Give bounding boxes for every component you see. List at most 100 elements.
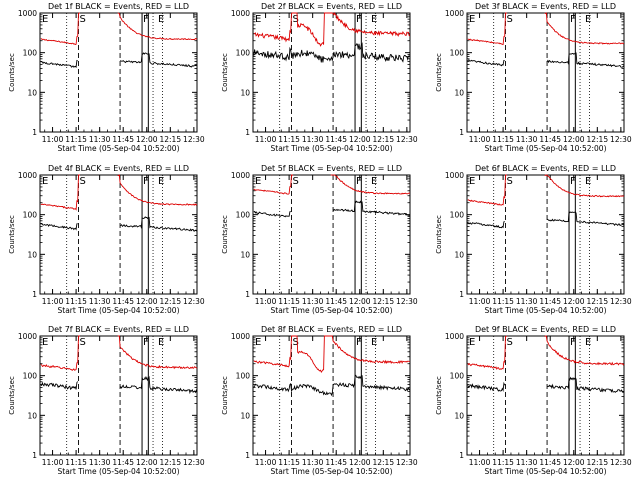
x-tick-label: 11:30: [516, 297, 538, 306]
lld-series-line: [117, 174, 198, 206]
x-tick-label: 12:30: [610, 458, 632, 467]
panel-title: Det 7f BLACK = Events, RED = LLD: [48, 325, 189, 334]
x-tick-label: 12:15: [159, 297, 181, 306]
x-tick-label: 12:00: [349, 297, 371, 306]
plot-frame: [39, 12, 198, 133]
x-tick-label: 11:15: [65, 458, 87, 467]
y-tick-label: 10: [27, 411, 37, 420]
y-tick-label: 1000: [231, 332, 250, 341]
y-tick-label: 100: [236, 372, 251, 381]
lld-series-line: [467, 12, 508, 46]
y-tick-label: 10: [27, 88, 37, 97]
marker-label-s: S: [79, 14, 85, 25]
marker-label-e: E: [371, 176, 377, 187]
y-tick-label: 10: [240, 88, 250, 97]
marker-label-f: F: [570, 337, 576, 348]
x-axis-label: Start Time (05-Sep-04 10:52:00): [58, 467, 180, 476]
x-tick-label: 12:00: [349, 458, 371, 467]
events-series-line: [253, 42, 411, 63]
plot-frame: [252, 12, 411, 133]
marker-label-e: E: [255, 14, 261, 25]
events-series-line: [546, 52, 625, 68]
x-tick-label: 11:00: [469, 297, 491, 306]
marker-label-e: E: [42, 337, 48, 348]
events-series-line: [40, 381, 79, 391]
lld-series-line: [544, 12, 625, 45]
lld-series-line: [40, 174, 81, 211]
x-tick-label: 12:00: [563, 297, 585, 306]
marker-label-e: E: [585, 14, 591, 25]
events-series-line: [253, 374, 411, 397]
marker-label-e: E: [469, 176, 475, 187]
x-tick-label: 11:15: [492, 135, 514, 144]
events-series-line: [467, 381, 506, 392]
y-tick-label: 100: [450, 49, 465, 58]
x-tick-label: 11:00: [469, 135, 491, 144]
y-tick-label: 1000: [18, 171, 37, 180]
marker-label-e: E: [585, 337, 591, 348]
detector-panel: Det 3f BLACK = Events, RED = LLD 1 10 100 10…: [435, 2, 632, 153]
x-tick-label: 11:00: [255, 297, 277, 306]
y-tick-label: 1: [459, 451, 464, 460]
events-series-line: [467, 220, 505, 229]
y-tick-label: 100: [23, 211, 38, 220]
x-tick-label: 11:00: [469, 458, 491, 467]
x-tick-label: 12:15: [586, 135, 608, 144]
marker-label-e: E: [42, 176, 48, 187]
x-tick-label: 11:00: [255, 458, 277, 467]
y-tick-label: 10: [454, 250, 464, 259]
x-tick-label: 11:45: [539, 297, 561, 306]
marker-label-s: S: [79, 337, 85, 348]
detector-panel: Det 5f BLACK = Events, RED = LLD 1 10 100 10…: [221, 164, 418, 315]
x-axis-label: Start Time (05-Sep-04 10:52:00): [485, 144, 607, 153]
x-axis-label: Start Time (05-Sep-04 10:52:00): [58, 144, 180, 153]
marker-label-s: S: [506, 14, 512, 25]
y-tick-label: 1: [245, 451, 250, 460]
marker-label-e: E: [42, 14, 48, 25]
y-tick-label: 100: [236, 211, 251, 220]
detector-panel: Det 1f BLACK = Events, RED = LLD 1 10 100 10…: [8, 2, 205, 153]
x-tick-label: 11:45: [325, 135, 347, 144]
events-series-line: [40, 59, 78, 69]
plot-frame: [39, 174, 198, 295]
panel-title: Det 1f BLACK = Events, RED = LLD: [48, 2, 189, 11]
x-tick-label: 11:45: [539, 458, 561, 467]
x-tick-label: 11:45: [539, 135, 561, 144]
marker-label-s: S: [79, 176, 85, 187]
marker-label-e: E: [158, 337, 164, 348]
x-tick-label: 12:30: [610, 135, 632, 144]
detector-panel: Det 7f BLACK = Events, RED = LLD 1 10 100 10…: [8, 325, 205, 476]
marker-label-s: S: [292, 337, 298, 348]
x-tick-label: 11:15: [278, 458, 300, 467]
x-axis-label: Start Time (05-Sep-04 10:52:00): [271, 306, 393, 315]
plot-frame: [466, 335, 625, 456]
marker-label-f: F: [356, 176, 362, 187]
plot-frame: [466, 12, 625, 133]
y-tick-label: 10: [240, 411, 250, 420]
panel-title: Det 2f BLACK = Events, RED = LLD: [261, 2, 402, 11]
x-axis-label: Start Time (05-Sep-04 10:52:00): [58, 306, 180, 315]
y-tick-label: 1000: [445, 171, 464, 180]
panel-title: Det 3f BLACK = Events, RED = LLD: [475, 2, 616, 11]
lld-series-line: [330, 174, 411, 195]
x-tick-label: 11:30: [516, 135, 538, 144]
marker-label-f: F: [143, 337, 149, 348]
y-axis-label: Counts/sec: [8, 53, 16, 92]
y-tick-label: 1000: [231, 171, 250, 180]
lld-series-line: [544, 174, 625, 198]
marker-label-f: F: [356, 337, 362, 348]
y-axis-label: Counts/sec: [435, 53, 443, 92]
events-series-line: [40, 222, 78, 231]
events-series-line: [546, 209, 625, 227]
panel-title: Det 8f BLACK = Events, RED = LLD: [261, 325, 402, 334]
x-tick-label: 12:30: [396, 297, 418, 306]
x-tick-label: 12:00: [136, 135, 158, 144]
marker-label-f: F: [143, 14, 149, 25]
detector-panel: Det 2f BLACK = Events, RED = LLD 1 10 100 10…: [221, 2, 418, 153]
x-tick-label: 11:00: [42, 135, 64, 144]
marker-label-s: S: [506, 176, 512, 187]
y-tick-label: 10: [454, 411, 464, 420]
x-tick-label: 12:00: [136, 297, 158, 306]
